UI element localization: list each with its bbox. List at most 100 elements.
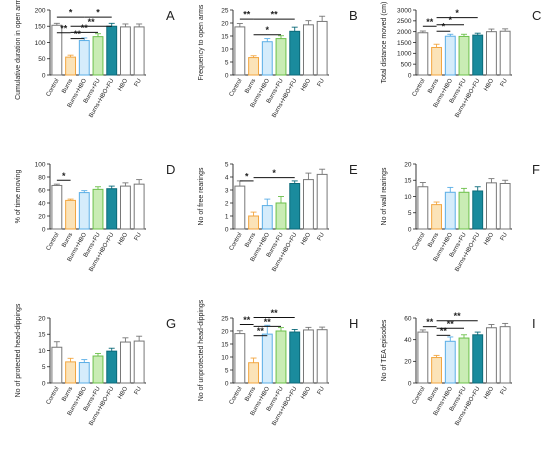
y-axis-label: % of time moving [15,170,22,224]
y-tick-label: 200 [35,7,46,14]
y-axis-label: No of free rearings [198,167,205,225]
y-tick-label: 0 [225,72,229,79]
panel-c: C Total distance moved (cm) 0 500 1000 1500 20… [381,2,541,119]
y-axis-label: No of unprotected head-dippings [198,299,205,401]
significance-label: * [449,15,453,25]
y-axis-label: No of protected head-dippings [15,303,22,397]
bar-hbo [302,329,314,384]
bar-burns [431,204,443,230]
x-tick-label: HBO [117,386,129,401]
bar-burns-hbo-fu [289,331,301,384]
significance-label: ** [74,29,82,39]
bar-burns-hbo [444,340,456,384]
significance-label: ** [440,326,448,336]
y-tick-label: 5 [225,161,229,168]
bar-hbo [119,26,131,76]
x-tick-label: Control [229,386,244,406]
x-tick-label: FU [134,232,143,242]
bar-fu [316,173,328,230]
panel-letter: D [166,162,175,177]
y-tick-label: 25 [221,315,229,322]
bar-control [51,346,63,384]
bar-hbo [302,179,314,230]
significance-label: ** [60,23,68,33]
panel-letter: E [349,162,358,177]
bar-control [417,331,429,384]
bar-burns-hbo-fu [472,334,484,384]
significance-label: * [96,8,100,18]
bar-fu [133,340,145,384]
x-tick-label: Control [412,386,427,406]
y-tick-label: 4 [225,174,229,181]
x-tick-label: Burns [427,232,440,249]
bar-control [417,186,429,230]
significance-label: * [62,171,66,181]
y-tick-label: 15 [38,332,46,339]
x-tick-label: Burns [61,386,74,403]
x-tick-label: FU [317,78,326,88]
y-tick-label: 80 [38,174,46,181]
bar-burns [248,215,260,230]
bar-burns-hbo [444,191,456,230]
y-tick-label: 0 [42,380,46,387]
bar-burns-hbo [78,40,90,76]
bar-fu [499,183,511,230]
bar-hbo [485,327,497,384]
x-tick-label: Control [46,386,61,406]
bar-hbo [485,31,497,76]
y-tick-label: 20 [38,213,46,220]
bar-burns [65,361,77,384]
significance-label: * [442,22,446,32]
bar-control [234,333,246,384]
significance-label: ** [271,10,279,20]
bar-control [234,185,246,230]
significance-label: ** [447,319,455,329]
y-tick-label: 100 [35,161,46,168]
y-tick-label: 40 [38,200,46,207]
y-tick-label: 5 [225,367,229,374]
panel-b: B Frequency to open arms 0 5 10 15 20 25 Control… [198,4,358,119]
significance-label: ** [257,326,265,336]
bar-burns-hbo-fu [472,34,484,76]
x-tick-label: FU [134,78,143,88]
x-tick-label: HBO [483,232,495,247]
bar-hbo [119,341,131,384]
bar-hbo [119,185,131,230]
y-axis-label: No of TEA episodes [381,319,388,381]
bar-burns-fu [458,191,470,230]
bar-burns-hbo [261,41,273,76]
y-axis-label: Cumulative duration in open arms (s) [15,0,22,100]
y-tick-label: 10 [404,194,412,201]
significance-label: * [455,8,459,18]
bar-burns-hbo-fu [106,188,118,230]
panel-letter: B [349,8,358,23]
y-tick-label: 40 [404,337,412,344]
y-tick-label: 500 [401,61,412,68]
bar-control [234,26,246,76]
y-tick-label: 5 [42,364,46,371]
x-tick-label: Control [412,232,427,252]
bar-burns-hbo [78,362,90,384]
y-tick-label: 0 [225,380,229,387]
bar-fu [133,183,145,230]
x-tick-label: HBO [117,78,129,93]
y-tick-label: 0 [408,226,412,233]
x-tick-label: FU [317,386,326,396]
panel-f: F No of wall rearings 0 5 10 15 20 Control Burns… [381,161,540,273]
significance-label: * [272,168,276,178]
bar-burns-hbo [78,192,90,230]
y-tick-label: 60 [404,315,412,322]
bar-burns-fu [275,330,287,384]
x-tick-label: FU [500,232,509,242]
y-tick-label: 25 [221,7,229,14]
bar-hbo [485,182,497,230]
y-tick-label: 3 [225,187,229,194]
panel-d: D % of time moving 0 20 40 60 80 100 Control Burn… [15,161,175,273]
panel-g: G No of protected head-dippings 0 5 10 15 20 Co… [15,303,176,427]
bar-fu [316,20,328,76]
significance-label: ** [243,10,251,20]
x-tick-label: FU [134,386,143,396]
y-tick-label: 1500 [397,40,412,47]
x-tick-label: Burns [427,386,440,403]
